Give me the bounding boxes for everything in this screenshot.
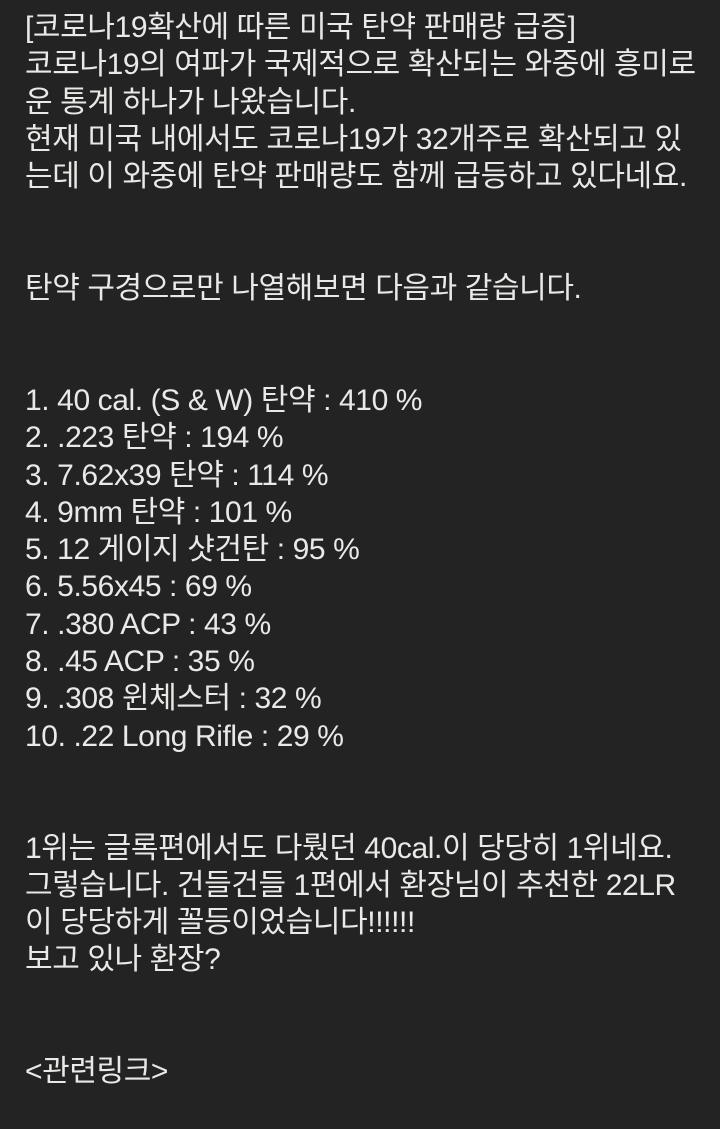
ranking-item: 5. 12 게이지 샷건탄 : 95 % <box>25 533 360 567</box>
related-link-heading: <관련링크> <box>25 1055 169 1089</box>
ranking-item: 3. 7.62x39 탄약 : 114 % <box>25 458 329 492</box>
ammo-ranking-list: 1. 40 cal. (S & W) 탄약 : 410 % 2. .223 탄약… <box>25 382 702 755</box>
intro-line: 는데 이 와중에 탄약 판매량도 함께 급등하고 있다네요. <box>25 160 687 194</box>
list-heading-paragraph: 탄약 구경으로만 나열해보면 다음과 같습니다. <box>25 270 702 307</box>
ranking-item: 9. .308 윈체스터 : 32 % <box>25 682 322 716</box>
outro-line: 이 당당하게 꼴등이었습니다!!!!!! <box>25 906 415 940</box>
intro-paragraph: [코로나19확산에 따른 미국 탄약 판매량 급증] 코로나19의 여파가 국제… <box>25 9 702 195</box>
ranking-item: 2. .223 탄약 : 194 % <box>25 421 284 455</box>
ranking-item: 4. 9mm 탄약 : 101 % <box>25 495 292 529</box>
outro-line: 그렇습니다. 건들건들 1편에서 환장님이 추천한 22LR <box>25 868 676 902</box>
related-links-section: <관련링크> <box>25 1053 702 1090</box>
post-title: [코로나19확산에 따른 미국 탄약 판매량 급증] <box>25 11 576 44</box>
ranking-item: 6. 5.56x45 : 69 % <box>25 570 252 604</box>
outro-line: 보고 있나 환장? <box>25 943 221 977</box>
ranking-item: 8. .45 ACP : 35 % <box>25 645 255 679</box>
intro-line: 운 통계 하나가 나왔습니다. <box>25 85 356 119</box>
outro-line: 1위는 글록편에서도 다뤘던 40cal.이 당당히 1위네요. <box>25 831 673 865</box>
ranking-item: 10. .22 Long Rifle : 29 % <box>25 719 344 753</box>
outro-paragraph: 1위는 글록편에서도 다뤘던 40cal.이 당당히 1위네요. 그렇습니다. … <box>25 830 702 979</box>
ranking-item: 7. .380 ACP : 43 % <box>25 607 271 641</box>
list-heading: 탄약 구경으로만 나열해보면 다음과 같습니다. <box>25 272 582 306</box>
intro-line: 코로나19의 여파가 국제적으로 확산되는 와중에 흥미로 <box>25 48 696 82</box>
intro-line: 현재 미국 내에서도 코로나19가 32개주로 확산되고 있 <box>25 122 682 156</box>
ranking-item: 1. 40 cal. (S & W) 탄약 : 410 % <box>25 383 423 417</box>
